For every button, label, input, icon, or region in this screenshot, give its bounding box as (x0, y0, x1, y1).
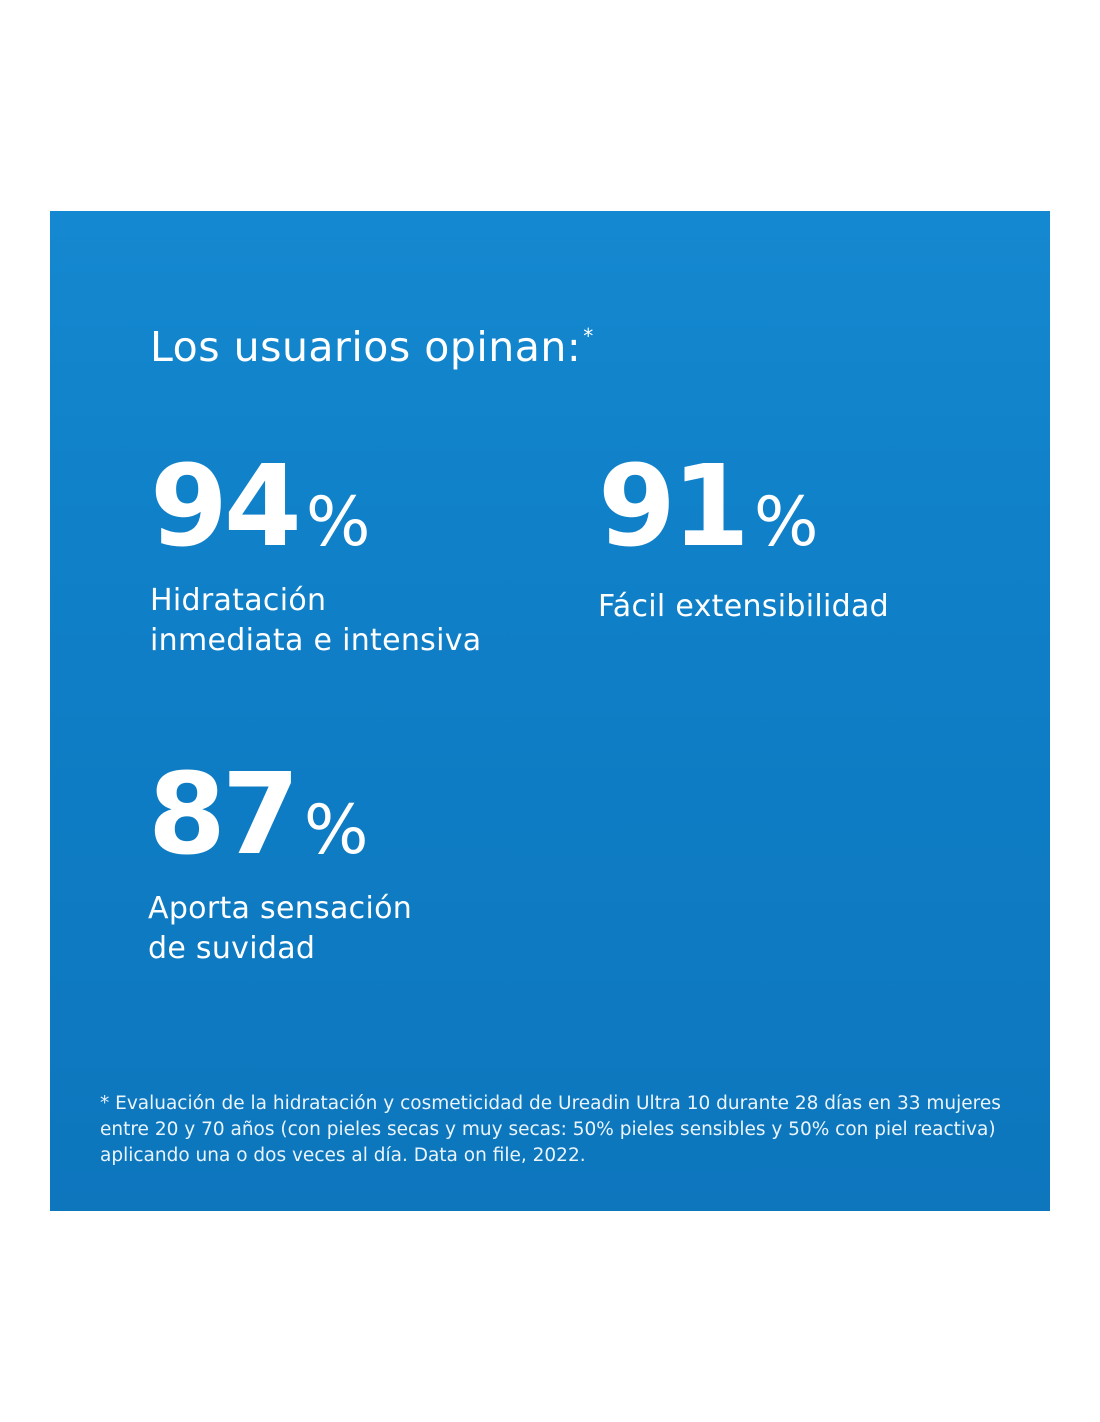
stat-unit: % (753, 483, 819, 562)
stats-panel: Los usuarios opinan: * 94% Hidratación in… (50, 211, 1050, 1211)
stat-value-line: 91% (598, 451, 889, 563)
stat-value-line: 87% (148, 759, 412, 871)
stat-label-line: Hidratación (150, 583, 327, 618)
heading-text: Los usuarios opinan: (150, 323, 582, 371)
stat-unit: % (303, 791, 369, 870)
heading-footnote-marker: * (583, 324, 594, 348)
stat-value: 91 (598, 442, 750, 572)
stat-label-line: inmediata e intensiva (150, 623, 482, 658)
stat-spreadability: 91% Fácil extensibilidad (598, 451, 889, 627)
stat-label-line: de suvidad (148, 931, 316, 966)
stat-value: 87 (148, 750, 300, 880)
stat-label: Aporta sensación de suvidad (148, 889, 412, 969)
panel-heading: Los usuarios opinan: * (150, 323, 594, 371)
stat-label: Hidratación inmediata e intensiva (150, 581, 481, 661)
stat-unit: % (305, 483, 371, 562)
stat-label-line: Fácil extensibilidad (598, 589, 889, 624)
stat-value: 94 (150, 442, 302, 572)
stat-hydration: 94% Hidratación inmediata e intensiva (150, 451, 481, 661)
stat-softness: 87% Aporta sensación de suvidad (148, 759, 412, 969)
stat-label-line: Aporta sensación (148, 891, 413, 926)
stat-value-line: 94% (150, 451, 481, 563)
study-footnote: * Evaluación de la hidratación y cosmeti… (100, 1093, 1001, 1166)
stat-label: Fácil extensibilidad (598, 587, 889, 627)
